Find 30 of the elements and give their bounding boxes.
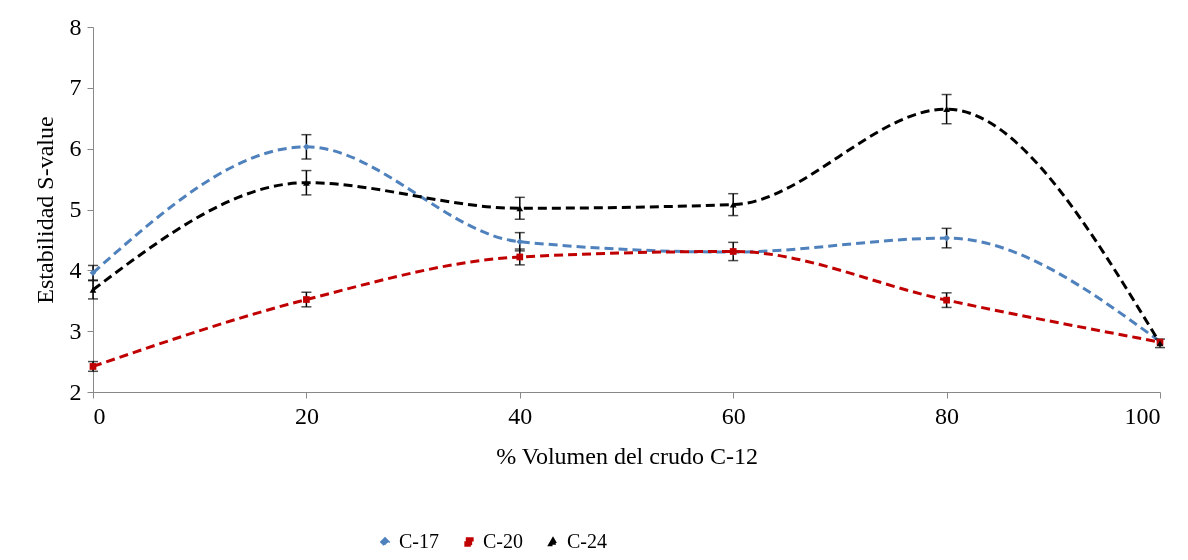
x-tick-label: 0: [93, 402, 106, 429]
point: [89, 286, 97, 293]
legend-label: C-17: [399, 530, 439, 552]
point: [943, 106, 950, 113]
x-tick-label: 20: [294, 402, 319, 429]
legend-label: C-24: [567, 530, 607, 552]
y-tick-label: 2: [69, 378, 82, 405]
y-axis-title: Estabilidad S-value: [31, 116, 58, 304]
legend-label: C-20: [483, 530, 523, 552]
y-tick-label: 5: [69, 196, 82, 222]
point: [943, 234, 950, 242]
x-axis-title: % Volumen del crudo C-12: [496, 442, 758, 469]
point: [516, 253, 524, 261]
y-tick-label: 7: [69, 74, 82, 101]
y-tick-label: 8: [69, 13, 82, 40]
point: [89, 269, 97, 277]
y-tick-label: 6: [69, 135, 82, 162]
y-tick-label: 4: [69, 256, 82, 283]
point: [303, 296, 310, 303]
x-tick-label: 80: [935, 402, 960, 429]
y-tick-label: 3: [69, 317, 82, 344]
point: [303, 143, 310, 151]
x-tick-label: 100: [1124, 402, 1161, 429]
point: [516, 205, 524, 212]
x-tick-label: 40: [508, 402, 533, 429]
x-tick-label: 60: [721, 402, 746, 429]
point: [943, 296, 950, 304]
point: [303, 179, 310, 186]
point: [516, 238, 524, 246]
point: [729, 201, 737, 208]
